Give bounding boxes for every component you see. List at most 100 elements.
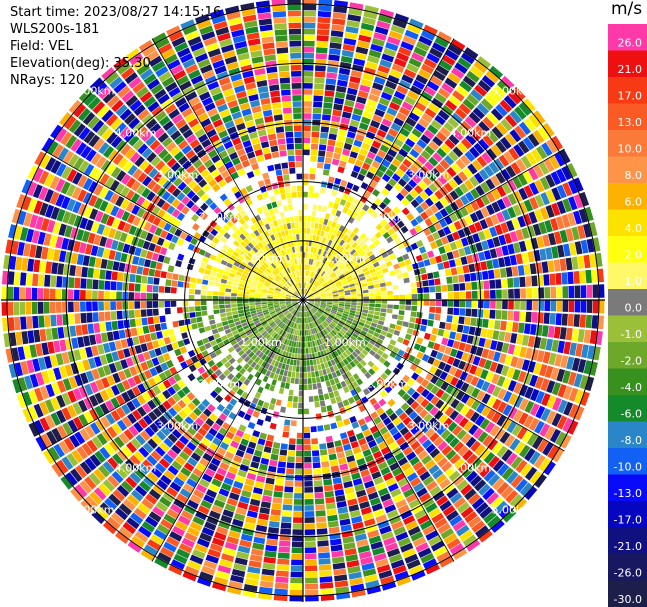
- velocity-gate: [218, 300, 225, 305]
- velocity-gate: [589, 330, 597, 345]
- velocity-gate: [513, 242, 521, 254]
- velocity-gate: [434, 368, 443, 378]
- velocity-gate: [352, 521, 364, 530]
- velocity-gate: [429, 241, 438, 250]
- velocity-gate: [371, 471, 382, 480]
- velocity-gate: [195, 306, 201, 312]
- velocity-gate: [385, 80, 397, 90]
- velocity-gate: [446, 510, 459, 522]
- velocity-gate: [452, 358, 461, 368]
- velocity-gate: [374, 342, 381, 349]
- velocity-gate: [482, 318, 489, 328]
- velocity-gate: [345, 349, 352, 356]
- velocity-gate: [447, 117, 459, 129]
- velocity-gate: [381, 159, 391, 168]
- velocity-gate: [317, 276, 322, 282]
- velocity-gate: [116, 291, 122, 300]
- velocity-gate: [437, 109, 450, 121]
- velocity-gate: [376, 376, 384, 385]
- velocity-gate: [333, 6, 348, 14]
- velocity-gate: [418, 434, 428, 445]
- velocity-gate: [434, 36, 449, 48]
- velocity-gate: [303, 46, 315, 53]
- velocity-gate: [385, 281, 392, 287]
- velocity-gate: [531, 312, 538, 323]
- velocity-gate: [539, 176, 550, 191]
- velocity-gate: [98, 290, 104, 300]
- velocity-gate: [414, 185, 423, 195]
- velocity-gate: [494, 320, 501, 330]
- velocity-gate: [201, 310, 208, 316]
- velocity-gate: [44, 315, 51, 328]
- velocity-gate: [298, 402, 303, 409]
- velocity-gate: [565, 327, 573, 341]
- velocity-gate: [458, 103, 471, 115]
- velocity-gate: [269, 515, 281, 522]
- velocity-gate: [284, 486, 294, 493]
- velocity-gate: [89, 334, 97, 346]
- velocity-gate: [365, 61, 378, 70]
- velocity-gate: [422, 475, 435, 487]
- velocity-gate: [388, 210, 397, 219]
- velocity-gate: [405, 168, 415, 178]
- velocity-gate: [460, 333, 468, 343]
- velocity-gate: [434, 517, 448, 529]
- velocity-gate: [447, 421, 458, 432]
- velocity-gate: [408, 112, 420, 122]
- velocity-gate: [339, 199, 347, 206]
- velocity-gate: [394, 452, 405, 461]
- velocity-gate: [517, 215, 526, 228]
- velocity-gate: [515, 158, 527, 172]
- velocity-gate: [387, 74, 400, 85]
- velocity-gate: [407, 472, 418, 482]
- velocity-gate: [532, 300, 539, 311]
- velocity-gate: [329, 282, 335, 287]
- velocity-gate: [441, 54, 456, 66]
- velocity-gate: [414, 224, 423, 233]
- velocity-gate: [483, 250, 492, 260]
- velocity-gate: [357, 418, 366, 427]
- velocity-gate: [314, 297, 321, 299]
- velocity-gate: [106, 331, 114, 342]
- velocity-gate: [307, 329, 311, 336]
- velocity-gate: [373, 508, 386, 518]
- velocity-gate: [309, 341, 313, 348]
- velocity-gate: [546, 395, 557, 409]
- velocity-gate: [373, 331, 380, 338]
- velocity-gate: [313, 321, 317, 328]
- velocity-gate: [178, 274, 185, 282]
- velocity-gate: [389, 323, 396, 329]
- velocity-gate: [330, 285, 337, 289]
- velocity-gate: [249, 302, 255, 306]
- velocity-gate: [303, 179, 309, 186]
- velocity-gate: [332, 12, 347, 20]
- velocity-gate: [434, 114, 446, 126]
- velocity-gate: [443, 330, 451, 338]
- velocity-gate: [307, 216, 312, 222]
- velocity-gate: [271, 503, 282, 510]
- velocity-gate: [413, 343, 421, 351]
- velocity-gate: [351, 421, 360, 429]
- velocity-gate: [329, 378, 336, 386]
- velocity-gate: [339, 353, 346, 361]
- velocity-gate: [308, 185, 315, 192]
- velocity-gate: [465, 133, 477, 146]
- velocity-gate: [176, 354, 185, 363]
- velocity-gate: [382, 498, 394, 508]
- velocity-gate: [448, 259, 456, 268]
- velocity-gate: [342, 358, 349, 366]
- velocity-gate: [344, 99, 355, 108]
- velocity-gate: [322, 250, 328, 257]
- velocity-gate: [410, 199, 420, 208]
- velocity-gate: [336, 85, 347, 93]
- velocity-gate: [316, 319, 321, 325]
- velocity-gate: [293, 517, 303, 523]
- velocity-gate: [312, 340, 316, 347]
- velocity-gate: [495, 341, 504, 352]
- velocity-gate: [340, 380, 347, 388]
- velocity-gate: [534, 376, 544, 389]
- velocity-gate: [392, 346, 400, 354]
- velocity-gate: [150, 332, 158, 341]
- velocity-gate: [303, 408, 309, 415]
- velocity-gate: [316, 516, 327, 523]
